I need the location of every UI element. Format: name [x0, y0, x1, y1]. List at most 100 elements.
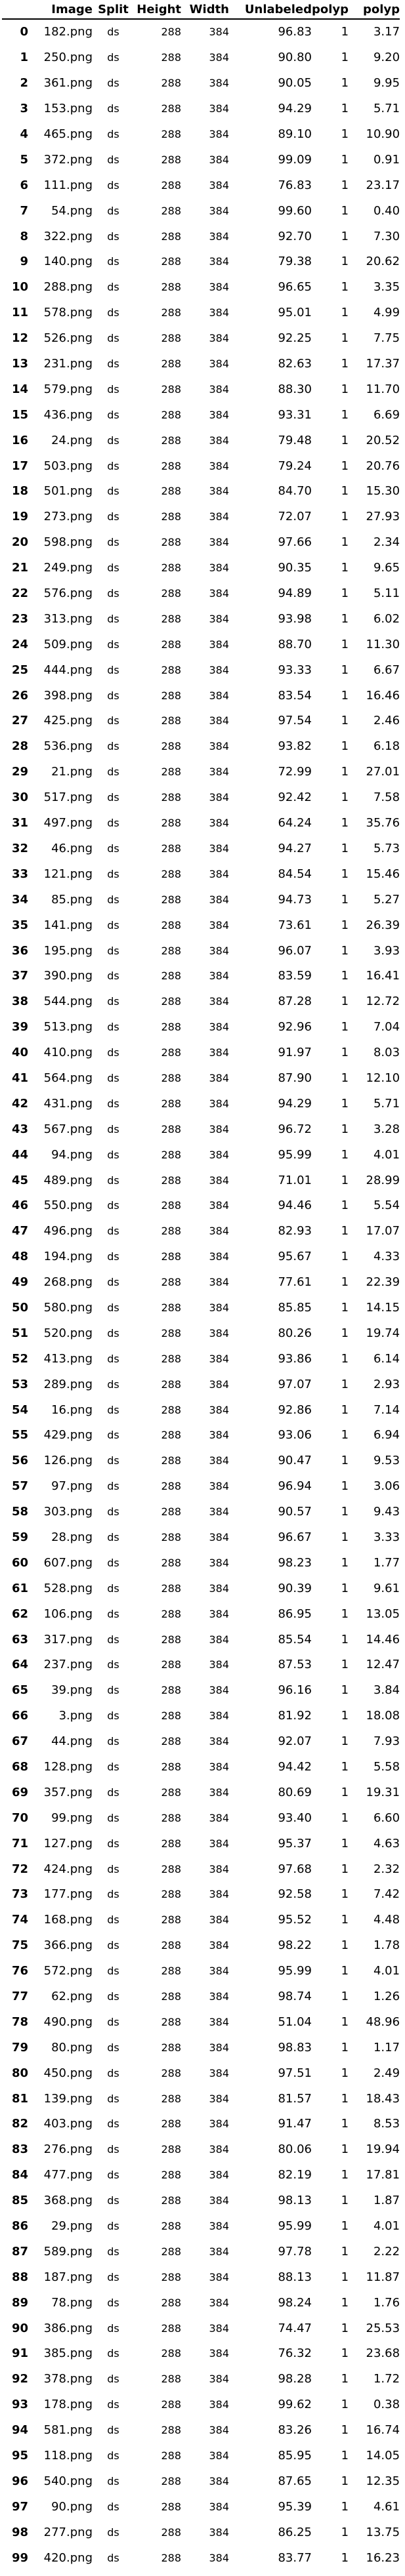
split-cell: ds	[107, 485, 119, 498]
polyp-percent-cell: 16.74	[366, 2423, 400, 2438]
split-cell: ds	[107, 332, 119, 345]
image-cell: 99.png	[51, 1810, 93, 1825]
width-cell: 384	[209, 1480, 229, 1493]
width-cell: 384	[209, 1556, 229, 1569]
height-cell: 288	[161, 1429, 181, 1442]
row-index: 26	[11, 688, 28, 703]
image-cell: 54.png	[51, 203, 93, 218]
width-cell: 384	[209, 2373, 229, 2386]
unlabeled-cell: 96.67	[278, 1530, 312, 1544]
row-index: 67	[11, 1734, 28, 1749]
image-cell: 78.png	[51, 2295, 93, 2310]
unlabeled-cell: 82.93	[278, 1224, 312, 1238]
polyp-count-cell: 1	[341, 1862, 349, 1876]
height-cell: 288	[161, 1786, 181, 1799]
polyp-percent-cell: 20.62	[366, 255, 400, 269]
row-index: 28	[11, 739, 28, 754]
table-row: 89 78.png ds 288 384 98.24 1 1.76	[2, 2290, 400, 2316]
unlabeled-cell: 95.37	[278, 1836, 312, 1850]
image-cell: 429.png	[43, 1428, 93, 1442]
image-cell: 94.png	[51, 1147, 93, 1162]
polyp-percent-cell: 7.93	[373, 1734, 400, 1749]
height-cell: 288	[161, 612, 181, 625]
polyp-percent-cell: 9.53	[373, 1454, 400, 1468]
image-cell: 368.png	[43, 2194, 93, 2208]
unlabeled-cell: 92.07	[278, 1734, 312, 1749]
table-row: 17 503.png ds 288 384 79.24 1 20.76	[2, 453, 400, 479]
polyp-count-cell: 1	[341, 1300, 349, 1315]
width-cell: 384	[209, 1199, 229, 1212]
unlabeled-cell: 80.06	[278, 2142, 312, 2157]
height-cell: 288	[161, 1965, 181, 1978]
image-cell: 436.png	[43, 407, 93, 422]
table-row: 78 490.png ds 288 384 51.04 1 48.96	[2, 2009, 400, 2035]
image-cell: 567.png	[43, 1122, 93, 1136]
polyp-count-cell: 1	[341, 2270, 349, 2284]
polyp-percent-cell: 1.78	[373, 1938, 400, 1953]
split-cell: ds	[107, 2092, 119, 2105]
height-cell: 288	[161, 510, 181, 523]
unlabeled-cell: 87.53	[278, 1658, 312, 1672]
width-cell: 384	[209, 612, 229, 625]
polyp-count-cell: 1	[341, 1913, 349, 1927]
height-cell: 288	[161, 740, 181, 753]
table-row: 7 54.png ds 288 384 99.60 1 0.40	[2, 198, 400, 224]
image-cell: 589.png	[43, 2244, 93, 2259]
polyp-count-cell: 1	[341, 1377, 349, 1391]
split-cell: ds	[107, 1480, 119, 1493]
table-row: 27 425.png ds 288 384 97.54 1 2.46	[2, 708, 400, 734]
row-index: 47	[11, 1224, 28, 1238]
row-index: 48	[11, 1250, 28, 1264]
width-cell: 384	[209, 1378, 229, 1391]
table-row: 19 273.png ds 288 384 72.07 1 27.93	[2, 504, 400, 530]
width-cell: 384	[209, 1276, 229, 1289]
width-cell: 384	[209, 2194, 229, 2207]
table-row: 41 564.png ds 288 384 87.90 1 12.10	[2, 1066, 400, 1092]
polyp-count-cell: 1	[341, 611, 349, 626]
row-index: 15	[11, 407, 28, 422]
polyp-percent-cell: 15.46	[366, 867, 400, 881]
table-row: 20 598.png ds 288 384 97.66 1 2.34	[2, 530, 400, 556]
width-cell: 384	[209, 2449, 229, 2463]
row-index: 93	[11, 2398, 28, 2412]
unlabeled-cell: 79.48	[278, 433, 312, 447]
unlabeled-cell: 93.82	[278, 739, 312, 754]
row-index: 56	[11, 1454, 28, 1468]
width-cell: 384	[209, 1148, 229, 1161]
unlabeled-cell: 98.28	[278, 2372, 312, 2386]
height-cell: 288	[161, 255, 181, 268]
split-cell: ds	[107, 842, 119, 855]
image-cell: 465.png	[43, 127, 93, 141]
table-row: 0 182.png ds 288 384 96.83 1 3.17	[2, 19, 400, 45]
polyp-percent-cell: 0.40	[373, 203, 400, 218]
width-cell: 384	[209, 1352, 229, 1365]
polyp-count-cell: 1	[341, 2142, 349, 2157]
image-cell: 366.png	[43, 1938, 93, 1953]
unlabeled-cell: 87.28	[278, 994, 312, 1009]
split-cell: ds	[107, 1148, 119, 1161]
width-cell: 384	[209, 128, 229, 140]
unlabeled-cell: 95.99	[278, 2219, 312, 2234]
polyp-percent-cell: 6.60	[373, 1810, 400, 1825]
row-index: 60	[11, 1555, 28, 1570]
split-cell: ds	[107, 2525, 119, 2539]
height-cell: 288	[161, 2449, 181, 2463]
image-cell: 44.png	[51, 1734, 93, 1749]
polyp-count-cell: 1	[341, 2091, 349, 2106]
polyp-percent-cell: 4.33	[373, 1250, 400, 1264]
image-cell: 317.png	[43, 1632, 93, 1646]
width-cell: 384	[209, 2092, 229, 2105]
height-cell: 288	[161, 2220, 181, 2233]
polyp-percent-cell: 14.15	[366, 1300, 400, 1315]
split-cell: ds	[107, 1684, 119, 1697]
image-cell: 372.png	[43, 152, 93, 167]
unlabeled-cell: 94.42	[278, 1760, 312, 1774]
image-cell: 497.png	[43, 816, 93, 830]
polyp-percent-cell: 7.14	[373, 1402, 400, 1417]
unlabeled-cell: 81.57	[278, 2091, 312, 2106]
polyp-count-cell: 1	[341, 1351, 349, 1366]
height-cell: 288	[161, 1199, 181, 1212]
image-cell: 540.png	[43, 2474, 93, 2488]
table-row: 72 424.png ds 288 384 97.68 1 2.32	[2, 1856, 400, 1882]
unlabeled-cell: 95.39	[278, 2499, 312, 2514]
